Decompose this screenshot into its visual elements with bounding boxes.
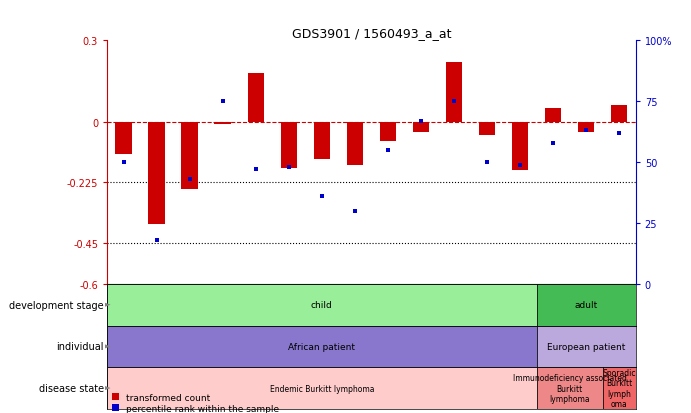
Bar xyxy=(578,122,594,133)
Text: Endemic Burkitt lymphoma: Endemic Burkitt lymphoma xyxy=(269,384,374,393)
Legend: transformed count, percentile rank within the sample: transformed count, percentile rank withi… xyxy=(112,393,279,413)
Point xyxy=(118,159,129,166)
Text: Sporadic
Burkitt
lymph
oma: Sporadic Burkitt lymph oma xyxy=(603,368,636,408)
Bar xyxy=(314,122,330,160)
Bar xyxy=(115,122,132,154)
Point xyxy=(547,140,558,147)
Title: GDS3901 / 1560493_a_at: GDS3901 / 1560493_a_at xyxy=(292,27,451,40)
Bar xyxy=(512,122,529,171)
Point xyxy=(580,128,591,135)
Bar xyxy=(182,122,198,190)
Bar xyxy=(107,367,537,409)
Text: child: child xyxy=(311,301,333,309)
Point xyxy=(515,162,526,169)
Bar xyxy=(537,326,636,367)
Bar xyxy=(537,284,636,326)
Point xyxy=(217,99,228,105)
Text: Immunodeficiency associated
Burkitt
lymphoma: Immunodeficiency associated Burkitt lymp… xyxy=(513,373,627,403)
Bar xyxy=(413,122,429,133)
Bar xyxy=(247,74,264,122)
Bar xyxy=(611,106,627,122)
Bar xyxy=(537,367,603,409)
Point xyxy=(350,208,361,215)
Point xyxy=(184,176,196,183)
Point xyxy=(448,99,460,105)
Text: disease state: disease state xyxy=(39,383,104,393)
Point xyxy=(382,147,393,154)
Bar xyxy=(281,122,297,168)
Point xyxy=(250,167,261,173)
Point xyxy=(415,118,426,125)
Bar xyxy=(446,63,462,122)
Text: European patient: European patient xyxy=(547,342,625,351)
Point xyxy=(614,131,625,137)
Bar xyxy=(545,109,561,122)
Bar xyxy=(347,122,363,166)
Bar xyxy=(107,326,537,367)
Bar xyxy=(379,122,396,141)
Bar xyxy=(107,284,537,326)
Bar xyxy=(479,122,495,136)
Text: development stage: development stage xyxy=(9,300,104,310)
Text: African patient: African patient xyxy=(288,342,355,351)
Bar xyxy=(603,367,636,409)
Point xyxy=(316,193,328,200)
Text: individual: individual xyxy=(56,342,104,351)
Text: adult: adult xyxy=(574,301,598,309)
Point xyxy=(482,159,493,166)
Point xyxy=(283,164,294,171)
Bar xyxy=(214,122,231,125)
Bar xyxy=(149,122,165,225)
Point xyxy=(151,237,162,244)
